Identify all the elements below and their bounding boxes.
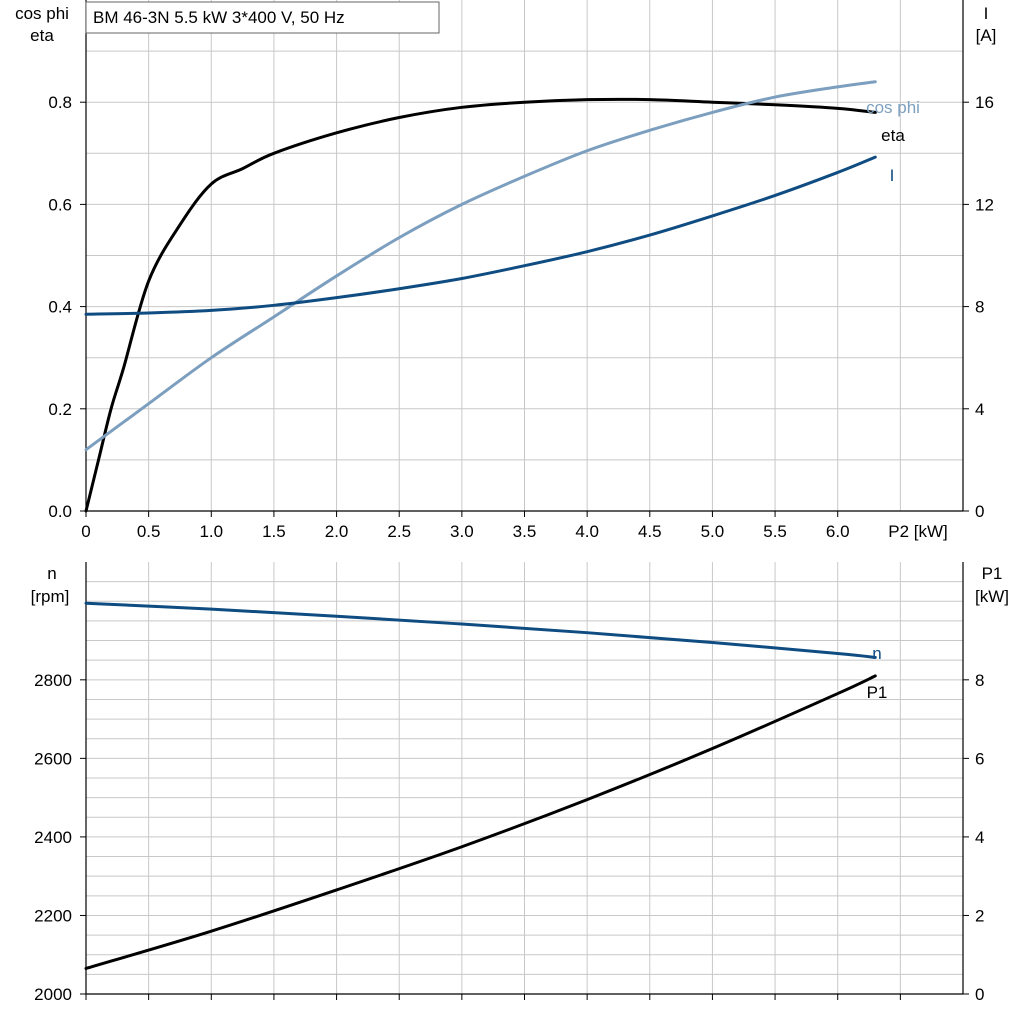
top-right-axis-label-1: I xyxy=(984,4,989,23)
series-label-p1: P1 xyxy=(867,683,888,702)
chart-title: BM 46-3N 5.5 kW 3*400 V, 50 Hz xyxy=(93,8,345,27)
right-tick-label: 8 xyxy=(975,298,984,317)
series-line-eta xyxy=(84,97,877,513)
left-tick-label: 0.0 xyxy=(48,502,72,521)
left-tick-label: 2800 xyxy=(34,671,72,690)
series-line-cos-phi xyxy=(84,80,877,452)
x-tick-label: 4.0 xyxy=(575,522,599,541)
left-tick-label: 2000 xyxy=(34,985,72,1004)
x-tick-label: 5.0 xyxy=(701,522,725,541)
right-tick-label: 6 xyxy=(975,749,984,768)
top-right-axis-label-2: [A] xyxy=(976,26,997,45)
left-tick-label: 2400 xyxy=(34,828,72,847)
series-label-cos-phi: cos phi xyxy=(866,98,920,117)
series-label-eta: eta xyxy=(881,126,905,145)
series-line-n xyxy=(84,601,877,659)
series-line-i xyxy=(84,155,877,316)
x-tick-label: 2.0 xyxy=(325,522,349,541)
left-tick-label: 2600 xyxy=(34,749,72,768)
x-tick-label: 6.0 xyxy=(826,522,850,541)
right-tick-label: 16 xyxy=(975,93,994,112)
right-tick-label: 4 xyxy=(975,400,984,419)
right-tick-label: 4 xyxy=(975,828,984,847)
bottom-right-axis-label-2: [kW] xyxy=(975,587,1009,606)
top-left-axis-label-1: cos phi xyxy=(15,4,69,23)
x-tick-label: 5.5 xyxy=(763,522,787,541)
right-tick-label: 12 xyxy=(975,195,994,214)
left-tick-label: 2200 xyxy=(34,906,72,925)
bottom-left-axis-label-2: [rpm] xyxy=(31,587,70,606)
series-label-speed: n xyxy=(872,644,881,663)
x-tick-label: 1.0 xyxy=(199,522,223,541)
left-tick-label: 0.6 xyxy=(48,195,72,214)
x-tick-label: 3.0 xyxy=(450,522,474,541)
series-line-p1 xyxy=(84,674,877,970)
bottom-left-axis-label-1: n xyxy=(47,564,56,583)
left-tick-label: 0.4 xyxy=(48,298,72,317)
right-tick-label: 0 xyxy=(975,985,984,1004)
series-layer xyxy=(84,80,877,970)
grid-layer xyxy=(86,0,963,994)
x-axis-label: P2 [kW] xyxy=(888,522,948,541)
right-tick-label: 8 xyxy=(975,671,984,690)
tick-layer: 0.0 0.2 0.4 0.6 0.8 0 4 8 12 16 0 0.5 1.0 1.5 2.0 2.5 3.… xyxy=(34,93,994,1004)
x-tick-label: 3.5 xyxy=(513,522,537,541)
x-tick-label: 4.5 xyxy=(638,522,662,541)
series-label-current: I xyxy=(890,166,895,185)
x-tick-label: 1.5 xyxy=(262,522,286,541)
left-tick-label: 0.2 xyxy=(48,400,72,419)
x-tick-label: 0.5 xyxy=(137,522,161,541)
right-tick-label: 0 xyxy=(975,502,984,521)
bottom-right-axis-label-1: P1 xyxy=(982,564,1003,583)
x-tick-label: 0 xyxy=(81,522,90,541)
title-box xyxy=(85,1,440,34)
left-tick-label: 0.8 xyxy=(48,93,72,112)
top-left-axis-label-2: eta xyxy=(30,26,54,45)
x-tick-label: 2.5 xyxy=(387,522,411,541)
right-tick-label: 2 xyxy=(975,906,984,925)
frame-layer xyxy=(85,0,964,995)
